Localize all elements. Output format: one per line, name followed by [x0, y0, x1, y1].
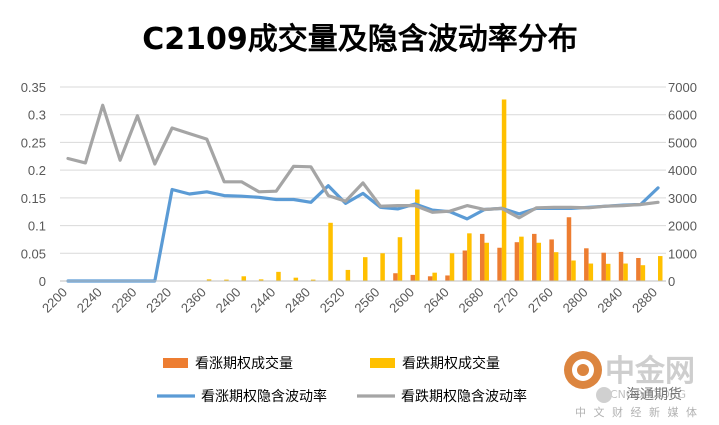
bar-put-volume: [206, 279, 212, 281]
legend-label: 看跌期权成交量: [402, 355, 500, 372]
watermark-brand-en: CNGOLD.ORG: [610, 388, 686, 401]
bar-call-volume: [584, 248, 589, 281]
chart-title: C2109成交量及隐含波动率分布: [142, 22, 578, 57]
brand-logo-core: [577, 364, 589, 376]
bar-put-volume: [432, 272, 437, 281]
bar-put-volume: [571, 260, 576, 281]
right-tick-label: 0: [668, 274, 675, 289]
watermark-tagline: 中 文 财 经 新 媒 体: [575, 405, 699, 419]
bar-put-volume: [605, 263, 611, 281]
x-tick-label: 2840: [594, 285, 625, 316]
x-tick-label: 2560: [351, 285, 382, 316]
right-tick-label: 1000: [668, 246, 697, 261]
x-tick-label: 2760: [525, 285, 556, 316]
wechat-icon: [596, 387, 612, 403]
bar-call-volume: [462, 250, 468, 281]
x-tick-label: 2800: [560, 285, 591, 316]
bar-call-volume: [636, 257, 641, 281]
left-tick-label: 0.35: [21, 80, 46, 95]
bar-put-volume: [276, 271, 281, 281]
bar-call-volume: [601, 252, 606, 281]
bar-call-volume: [479, 233, 485, 281]
bar-series-layer: [206, 99, 663, 281]
x-tick-label: 2640: [421, 285, 452, 316]
right-tick-label: 4000: [668, 163, 697, 178]
bar-call-volume: [549, 239, 554, 281]
bar-call-volume: [566, 217, 572, 281]
watermark-brand-cn: 中金网: [605, 354, 695, 389]
legend-swatch-0: [163, 358, 188, 368]
line-series-layer: [66, 103, 660, 283]
bar-put-volume: [588, 263, 594, 281]
x-tick-label: 2240: [74, 285, 105, 316]
bar-call-volume: [445, 275, 450, 281]
x-tick-label: 2480: [282, 285, 313, 316]
left-tick-label: 0.2: [28, 163, 46, 178]
watermark: 中金网 CNGOLD.ORG 海通期货 中 文 财 经 新 媒 体: [564, 351, 699, 419]
bar-put-volume: [623, 263, 628, 281]
right-tick-label: 5000: [668, 135, 697, 150]
bar-put-volume: [553, 252, 559, 281]
legend-label: 看跌期权隐含波动率: [401, 388, 527, 405]
bar-put-volume: [536, 242, 542, 281]
right-tick-label: 7000: [668, 80, 697, 95]
left-tick-label: 0: [39, 274, 46, 289]
bar-call-volume: [618, 251, 624, 281]
x-tick-label: 2440: [247, 285, 278, 316]
right-tick-label: 2000: [668, 219, 697, 234]
bar-put-volume: [397, 237, 403, 281]
left-tick-label: 0.05: [21, 246, 46, 261]
bar-call-volume: [427, 276, 433, 281]
left-y-axis: 0 0.05 0.1 0.15 0.2 0.25 0.3 0.35: [21, 80, 46, 289]
x-tick-label: 2360: [178, 285, 209, 316]
legend-swatch-1: [370, 358, 395, 368]
bar-call-volume: [393, 273, 398, 281]
x-tick-label: 2200: [39, 285, 70, 316]
x-tick-label: 2680: [456, 285, 487, 316]
bar-put-volume: [501, 99, 507, 281]
bar-put-volume: [467, 233, 472, 281]
bar-call-volume: [514, 242, 520, 281]
bar-put-volume: [345, 269, 351, 281]
left-tick-label: 0.15: [21, 191, 46, 206]
bar-put-volume: [293, 277, 299, 281]
x-tick-label: 2720: [490, 285, 521, 316]
bar-put-volume: [328, 222, 333, 281]
legend-label: 看涨期权隐含波动率: [201, 388, 327, 405]
bar-call-volume: [497, 247, 502, 281]
right-tick-label: 3000: [668, 191, 697, 206]
x-tick-label: 2400: [213, 285, 244, 316]
x-axis: 2200 2240 2280 2320 2360 2400 2440 2480 2520 2560…: [39, 280, 666, 316]
bar-put-volume: [363, 257, 368, 281]
legend-label: 看涨期权成交量: [195, 355, 293, 372]
bar-put-volume: [484, 242, 489, 281]
bar-put-volume: [449, 253, 455, 281]
x-tick-label: 2880: [629, 285, 660, 316]
right-y-axis: 0 1000 2000 3000 4000 5000 6000 7000: [668, 80, 697, 289]
left-tick-label: 0.25: [21, 135, 46, 150]
bar-put-volume: [658, 256, 663, 281]
bar-put-volume: [310, 279, 316, 281]
x-tick-label: 2520: [317, 285, 348, 316]
bar-put-volume: [519, 236, 524, 281]
x-tick-label: 2600: [386, 285, 417, 316]
x-tick-label: 2280: [108, 285, 139, 316]
bar-put-volume: [258, 279, 264, 281]
bar-put-volume: [380, 253, 385, 281]
bar-put-volume: [241, 276, 247, 281]
right-tick-label: 6000: [668, 108, 697, 123]
left-tick-label: 0.3: [28, 108, 46, 123]
bar-put-volume: [415, 189, 420, 281]
bar-put-volume: [640, 265, 646, 281]
x-tick-label: 2320: [143, 285, 174, 316]
watermark-source: 海通期货: [626, 386, 682, 403]
put-iv-line: [66, 103, 660, 220]
bar-put-volume: [224, 279, 229, 281]
left-tick-label: 0.1: [28, 219, 46, 234]
bar-call-volume: [532, 233, 537, 281]
bar-call-volume: [410, 274, 416, 281]
